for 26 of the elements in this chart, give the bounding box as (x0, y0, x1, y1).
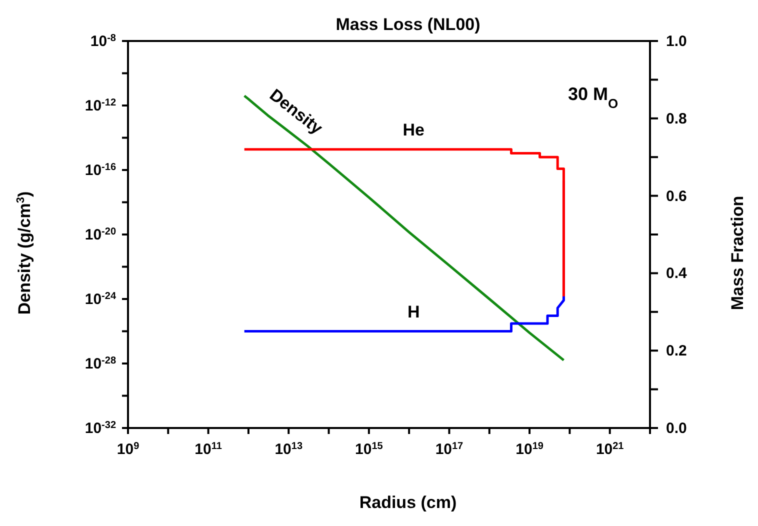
y-tick-label: 10$^{-16}$ (84, 162, 116, 179)
y-tick-label: 10$^{-12}$ (84, 97, 116, 114)
x-tick-label: 10$^{13}$ (274, 440, 303, 458)
series-label: H (408, 302, 420, 322)
y-tick-label: 10$^{-20}$ (84, 226, 116, 244)
x-tick-label: 10$^{19}$ (516, 440, 544, 458)
x-tick-label: 10$^{11}$ (194, 440, 222, 458)
x-tick-label: 10$^{15}$ (355, 440, 384, 458)
y2-axis-title: Mass Fraction (728, 196, 747, 310)
y2-tick-label: 0.4 (666, 265, 688, 282)
annotation: 30 M$_{O}$ (568, 84, 618, 110)
y2-tick-label: 0.8 (666, 110, 687, 128)
chart-title: Mass Loss (NL00) (336, 15, 480, 34)
series-label: He (402, 120, 425, 140)
y2-tick-label: 0.6 (666, 188, 687, 205)
y2-tick-label: 0.2 (666, 342, 687, 360)
y2-tick-label: 0.0 (666, 420, 687, 437)
x-tick-label: 10$^{21}$ (596, 440, 624, 458)
x-tick-label: 10$^{17}$ (435, 440, 464, 458)
y-tick-label: 10$^{-24}$ (84, 290, 116, 308)
x-axis-title: Radius (cm) (359, 493, 457, 512)
y2-tick-label: 1.0 (666, 33, 687, 50)
x-tick-label: 10$^{9}$ (116, 440, 140, 458)
y-tick-label: 10$^{-28}$ (84, 355, 116, 372)
y-tick-label: 10$^{-32}$ (84, 420, 116, 437)
y-tick-label: 10$^{-8}$ (90, 32, 116, 50)
